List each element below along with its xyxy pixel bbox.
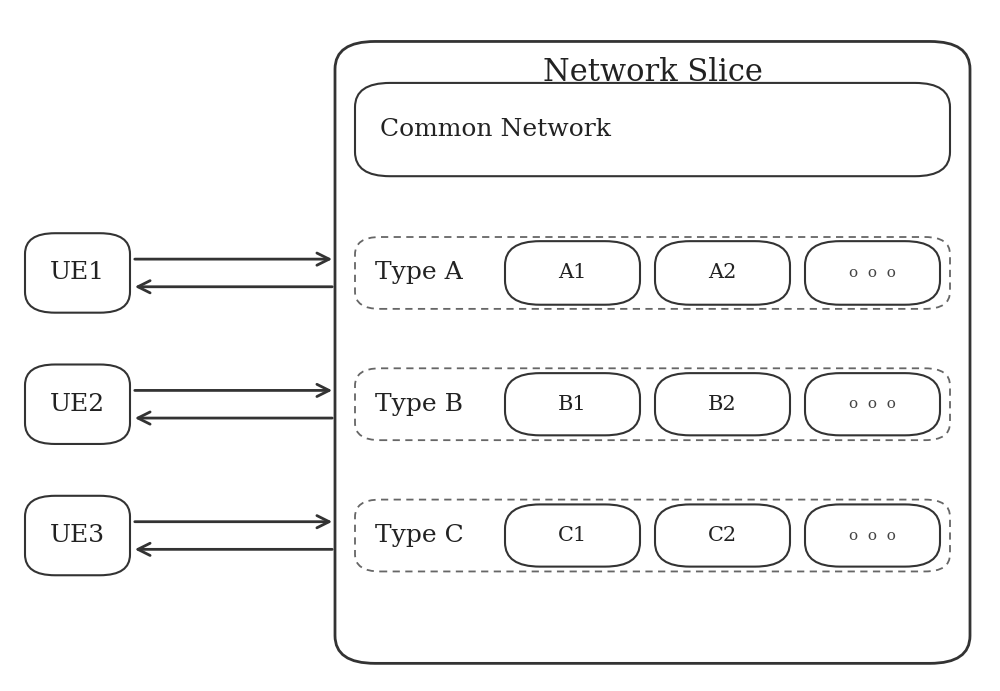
FancyBboxPatch shape [655, 504, 790, 567]
FancyBboxPatch shape [355, 237, 950, 309]
Text: A2: A2 [708, 263, 737, 283]
Text: B1: B1 [558, 395, 587, 414]
FancyBboxPatch shape [355, 500, 950, 571]
FancyBboxPatch shape [505, 504, 640, 567]
Text: Common Network: Common Network [380, 118, 611, 141]
FancyBboxPatch shape [805, 241, 940, 305]
Text: UE2: UE2 [50, 392, 105, 416]
FancyBboxPatch shape [355, 83, 950, 176]
Text: C1: C1 [558, 526, 587, 545]
Text: Type B: Type B [375, 392, 463, 416]
Text: Type C: Type C [375, 524, 464, 547]
Text: o  o  o: o o o [849, 529, 896, 542]
Text: UE3: UE3 [50, 524, 105, 547]
FancyBboxPatch shape [505, 241, 640, 305]
FancyBboxPatch shape [805, 373, 940, 435]
Text: B2: B2 [708, 395, 737, 414]
FancyBboxPatch shape [25, 496, 130, 575]
Text: A1: A1 [558, 263, 587, 283]
Text: Network Slice: Network Slice [543, 57, 762, 88]
FancyBboxPatch shape [355, 368, 950, 440]
FancyBboxPatch shape [655, 241, 790, 305]
FancyBboxPatch shape [25, 365, 130, 444]
Text: UE1: UE1 [50, 261, 105, 285]
Text: C2: C2 [708, 526, 737, 545]
FancyBboxPatch shape [655, 373, 790, 435]
FancyBboxPatch shape [805, 504, 940, 567]
FancyBboxPatch shape [505, 373, 640, 435]
FancyBboxPatch shape [25, 234, 130, 312]
FancyBboxPatch shape [335, 41, 970, 663]
Text: o  o  o: o o o [849, 397, 896, 411]
Text: Type A: Type A [375, 261, 463, 285]
Text: o  o  o: o o o [849, 266, 896, 280]
